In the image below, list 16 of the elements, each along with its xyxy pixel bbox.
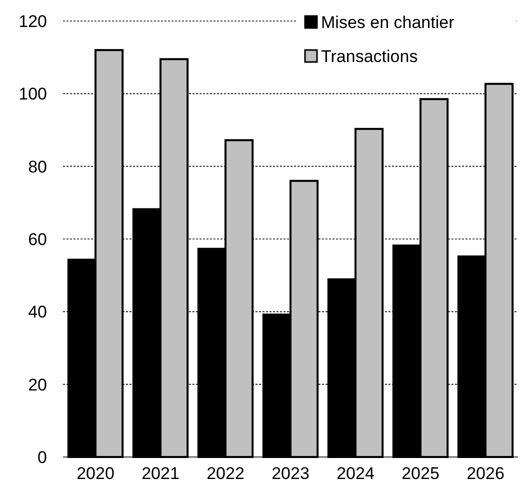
x-tick-label: 2026 <box>466 464 504 483</box>
y-tick-label: 20 <box>28 375 47 394</box>
x-tick-label: 2025 <box>402 464 440 483</box>
x-tick-label: 2024 <box>336 464 374 483</box>
y-tick-label: 60 <box>28 230 47 249</box>
y-tick-label: 0 <box>38 448 47 467</box>
y-tick-label: 40 <box>28 302 47 322</box>
y-tick-label: 80 <box>28 157 47 176</box>
legend-label: Transactions <box>321 46 418 66</box>
y-tick-label: 120 <box>18 12 47 31</box>
y-tick-label: 100 <box>18 84 47 104</box>
x-tick-label: 2022 <box>206 464 244 483</box>
x-tick-label: 2020 <box>76 464 114 483</box>
x-tick-label: 2023 <box>272 464 310 483</box>
x-tick-label: 2021 <box>142 464 180 483</box>
legend-label: Mises en chantier <box>321 12 455 32</box>
